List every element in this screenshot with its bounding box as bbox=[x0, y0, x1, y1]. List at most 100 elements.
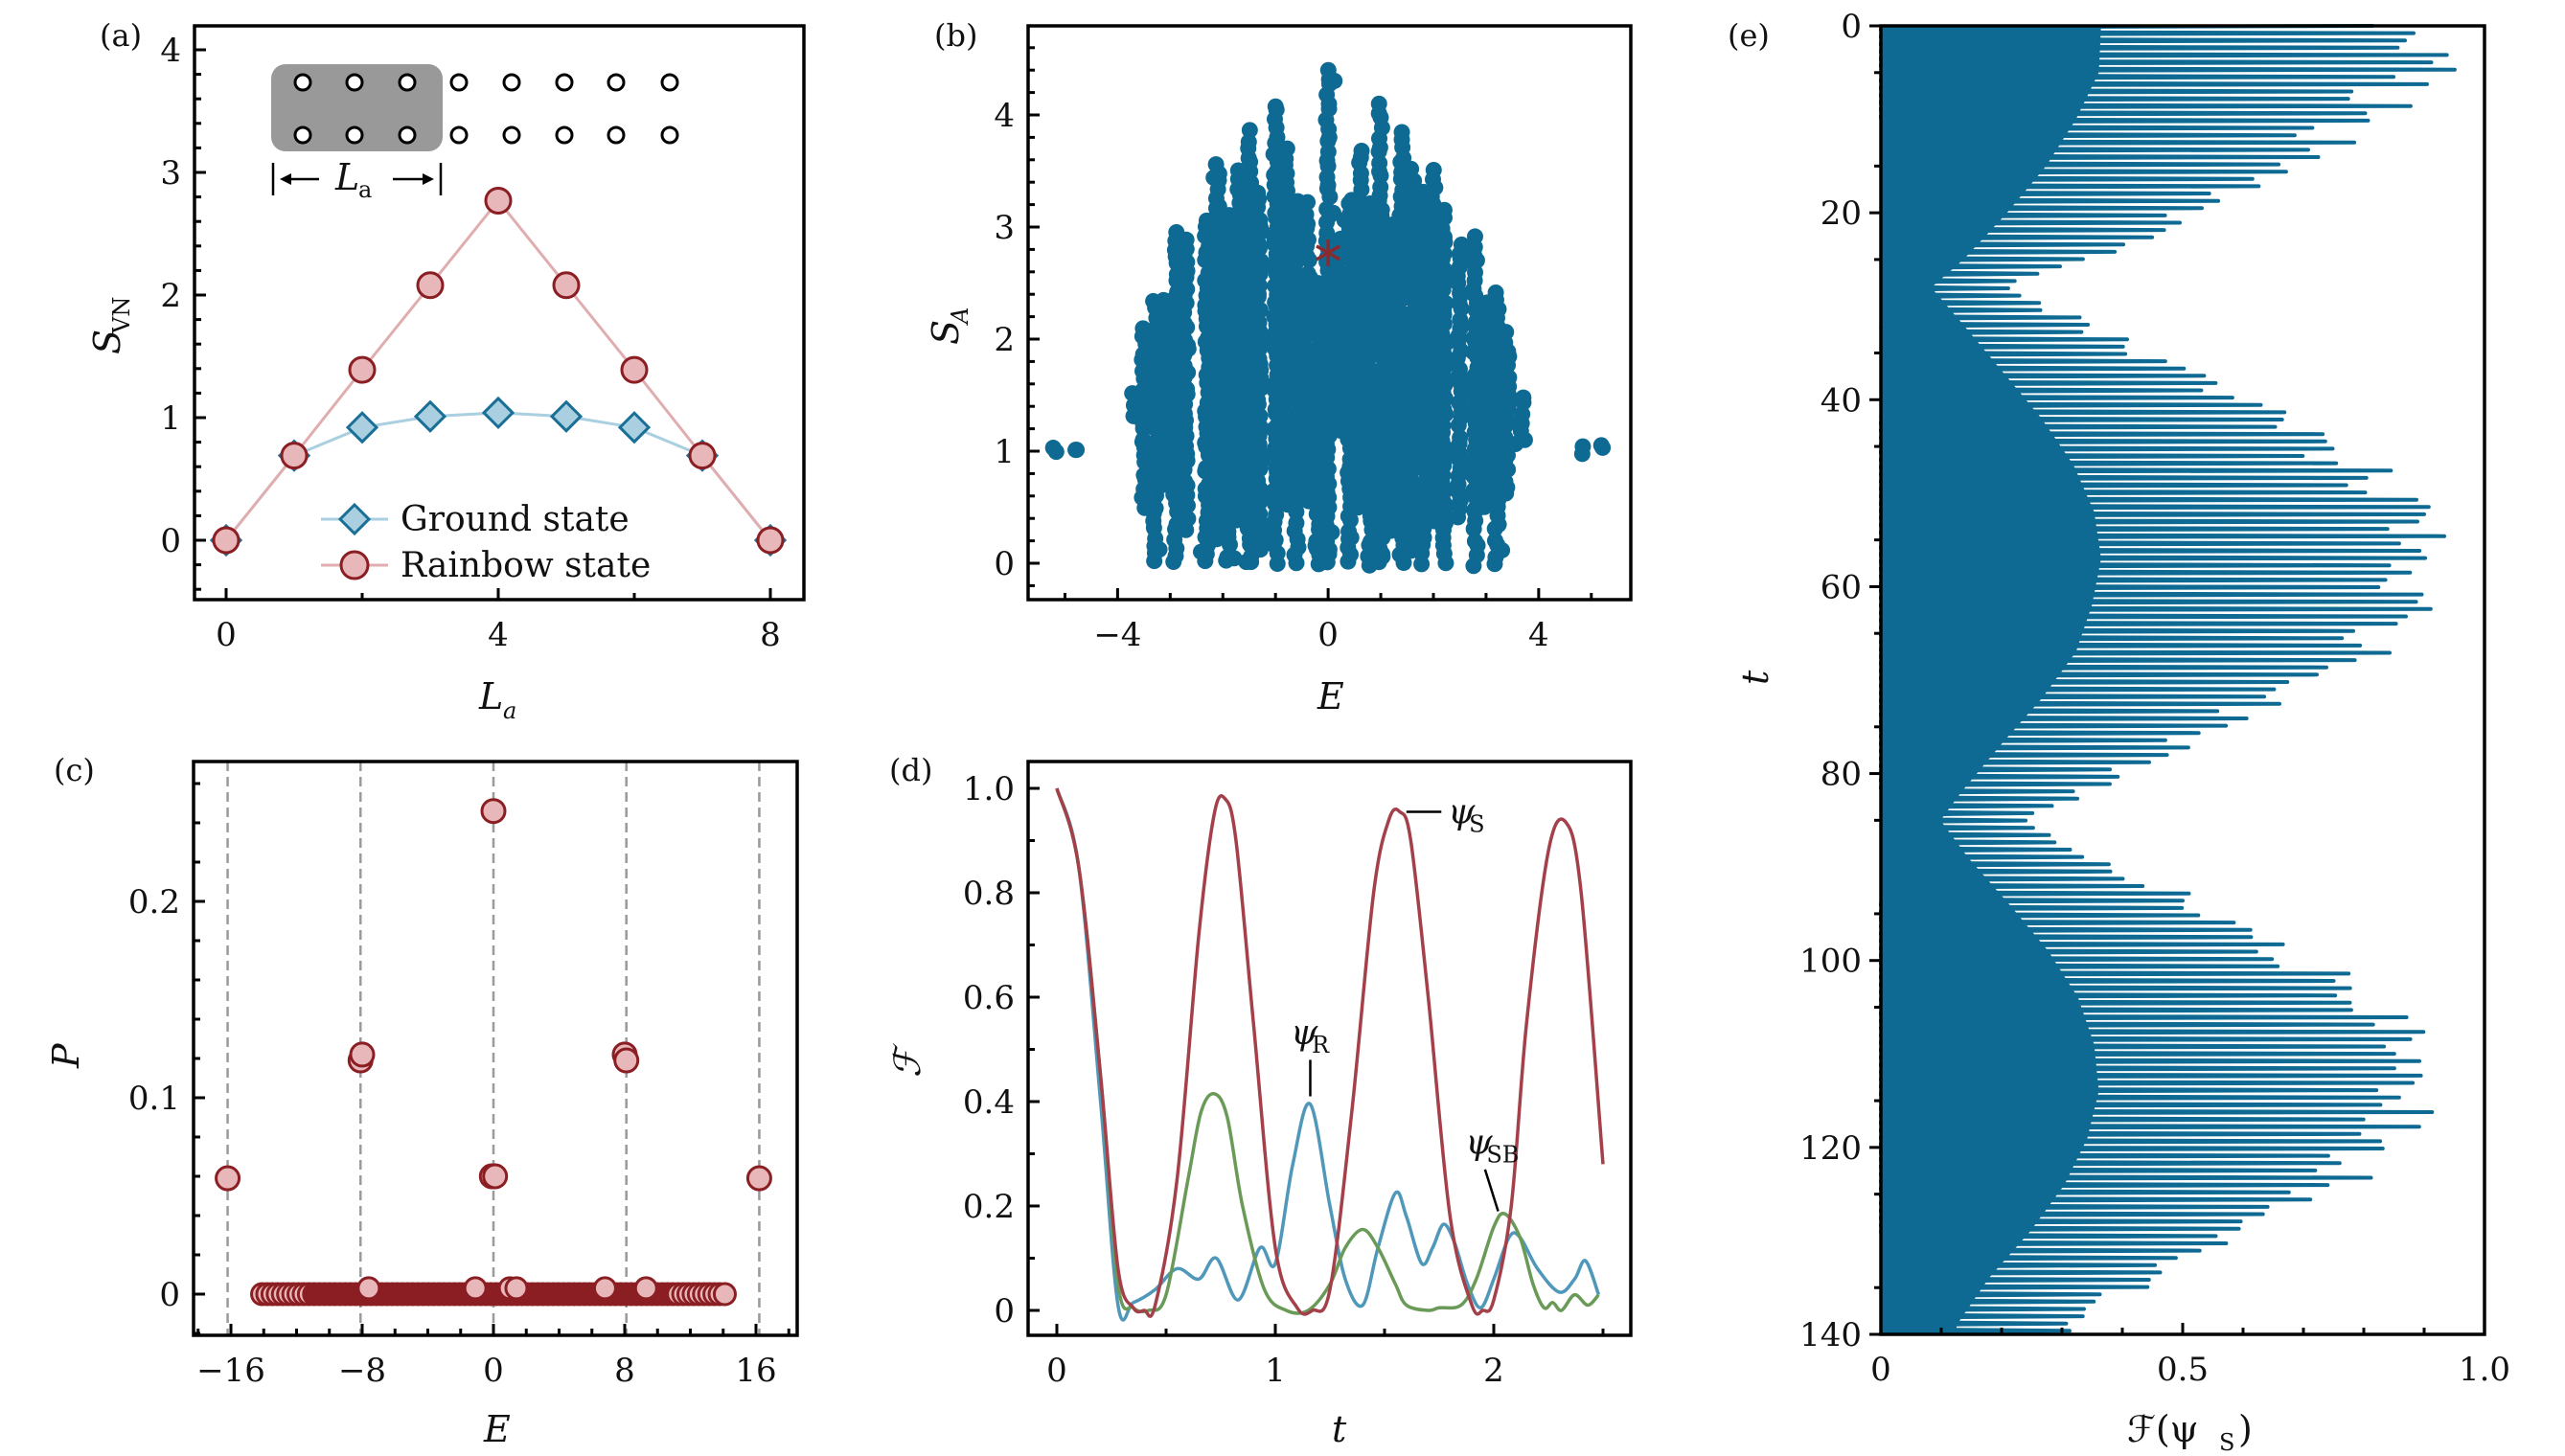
eigenstate-point bbox=[1192, 543, 1209, 560]
ground-state-point bbox=[481, 396, 515, 430]
lattice-site bbox=[502, 73, 521, 92]
eigenstate-point bbox=[1252, 253, 1270, 270]
eigenstate-point bbox=[1299, 193, 1317, 211]
lattice-site bbox=[449, 125, 469, 145]
eigenstate-point bbox=[1417, 371, 1434, 388]
eigenstate-point bbox=[1498, 324, 1515, 341]
y-tick-label: 0.2 bbox=[963, 1188, 1015, 1226]
series-line-psi-R bbox=[1055, 787, 1601, 1322]
eigenstate-point bbox=[1326, 72, 1343, 89]
eigenstate-point bbox=[1367, 338, 1385, 355]
annotation-sub: S bbox=[1469, 811, 1484, 838]
x-tick-label: 0 bbox=[1317, 616, 1339, 654]
panel-e: (e) 0 0.5 1.0 0 20 40 60 80 100 120 140 ℱ(ψ S ) t bbox=[1728, 8, 2510, 1456]
eigenstate-point bbox=[1144, 466, 1161, 484]
eigenstate-point bbox=[1068, 442, 1086, 459]
x-tick-label: 8 bbox=[614, 1352, 635, 1390]
eigenstate-point bbox=[1336, 212, 1353, 229]
eigenstate-point bbox=[1250, 277, 1268, 294]
legend-a: Ground state Rainbow state bbox=[321, 500, 651, 585]
eigenstate-point bbox=[1437, 295, 1454, 312]
eigenstate-point bbox=[1240, 133, 1257, 150]
eigenstate-point bbox=[1179, 340, 1197, 357]
lattice-site bbox=[398, 73, 417, 92]
rainbow-state-point bbox=[756, 526, 785, 555]
eigenstate-point bbox=[1481, 400, 1499, 418]
rainbow-state-point bbox=[416, 271, 445, 300]
inset-lattice: La bbox=[271, 64, 679, 203]
lattice-site bbox=[345, 73, 364, 92]
lattice-site bbox=[607, 73, 626, 92]
lattice-site bbox=[293, 73, 312, 92]
y-tick-label: 100 bbox=[1799, 943, 1862, 981]
y-axis-label-e: t bbox=[1734, 670, 1776, 685]
eigenstate-point bbox=[1389, 256, 1407, 273]
eigenstate-point bbox=[1131, 389, 1148, 406]
eigenstate-point bbox=[1452, 429, 1469, 446]
x-label-sub: a bbox=[503, 697, 516, 724]
rainbow-state-point bbox=[484, 186, 513, 215]
y-axis-label-d: ℱ bbox=[886, 1043, 928, 1078]
y-tick-label: 4 bbox=[160, 32, 181, 70]
annotation-psi-S: ψ bbox=[1448, 793, 1476, 832]
overlap-point bbox=[633, 1276, 658, 1301]
eigenstate-point bbox=[1278, 140, 1295, 157]
x-tick-label: 0 bbox=[1046, 1352, 1067, 1390]
lattice-site bbox=[555, 125, 574, 145]
eigenstate-point bbox=[1249, 184, 1267, 201]
eigenstate-point bbox=[1399, 400, 1416, 418]
y-label-main: S bbox=[86, 330, 128, 354]
axes-b: −4 0 4 0 1 2 3 4 bbox=[994, 24, 1633, 654]
y-label-sub: VN bbox=[108, 297, 135, 334]
y-tick-label: 1 bbox=[160, 399, 181, 438]
eigenstate-point bbox=[1374, 545, 1391, 562]
panel-c: (c) −16 −8 0 8 16 0 0.1 0.2 E P bbox=[45, 752, 799, 1450]
eigenstate-point bbox=[1515, 389, 1532, 406]
series-line-rainbow bbox=[224, 198, 772, 541]
x-tick-label: 1 bbox=[1265, 1352, 1286, 1390]
series-line-psi-S bbox=[1055, 787, 1605, 1318]
x-tick-label: 1.0 bbox=[2459, 1351, 2510, 1389]
ground-state-point bbox=[549, 399, 584, 433]
eigenstate-point bbox=[1372, 178, 1389, 195]
plot-frame bbox=[192, 760, 799, 1337]
eigenstate-point bbox=[1514, 405, 1531, 422]
eigenstate-point bbox=[1229, 162, 1247, 179]
x-tick-label: 2 bbox=[1483, 1352, 1504, 1390]
lattice-site bbox=[293, 125, 312, 145]
y-axis-label-b: S A bbox=[925, 307, 973, 345]
y-tick-label: 0 bbox=[1841, 8, 1862, 46]
x-label-close: ) bbox=[2238, 1408, 2253, 1450]
eigenstate-point bbox=[1251, 302, 1269, 319]
eigenstate-point bbox=[1431, 223, 1449, 240]
x-axis-label-c: E bbox=[483, 1408, 511, 1450]
rainbow-state-point bbox=[552, 271, 581, 300]
y-axis-label-a: S VN bbox=[86, 297, 135, 354]
eigenstate-point bbox=[1207, 156, 1225, 173]
rainbow-state-point bbox=[620, 355, 649, 384]
x-axis-label-d: t bbox=[1332, 1408, 1347, 1450]
asterisk-icon bbox=[1316, 244, 1341, 262]
overlap-point bbox=[592, 1276, 617, 1301]
scatter-points bbox=[215, 798, 772, 1307]
x-axis-label-b: E bbox=[1317, 675, 1344, 717]
x-label-sub: S bbox=[2219, 1429, 2234, 1456]
eigenstate-point bbox=[1393, 124, 1410, 141]
eigenstate-point bbox=[1251, 418, 1269, 435]
eigenstate-point bbox=[1147, 500, 1164, 517]
eigenstate-point bbox=[1290, 277, 1307, 294]
overlap-point bbox=[712, 1282, 737, 1307]
y-axis-label-c: P bbox=[45, 1042, 87, 1069]
overlap-point bbox=[356, 1276, 381, 1301]
eigenstate-point bbox=[1340, 531, 1358, 548]
eigenstate-point bbox=[1283, 415, 1300, 432]
overlap-point bbox=[482, 1163, 509, 1190]
bracket-label-sub: a bbox=[358, 176, 372, 203]
y-tick-label: 3 bbox=[160, 154, 181, 193]
lattice-site bbox=[660, 73, 679, 92]
eigenstate-point bbox=[1348, 280, 1365, 297]
eigenstate-point bbox=[1500, 413, 1518, 430]
eigenstate-point bbox=[1461, 242, 1478, 260]
y-tick-label: 0.2 bbox=[128, 883, 180, 921]
